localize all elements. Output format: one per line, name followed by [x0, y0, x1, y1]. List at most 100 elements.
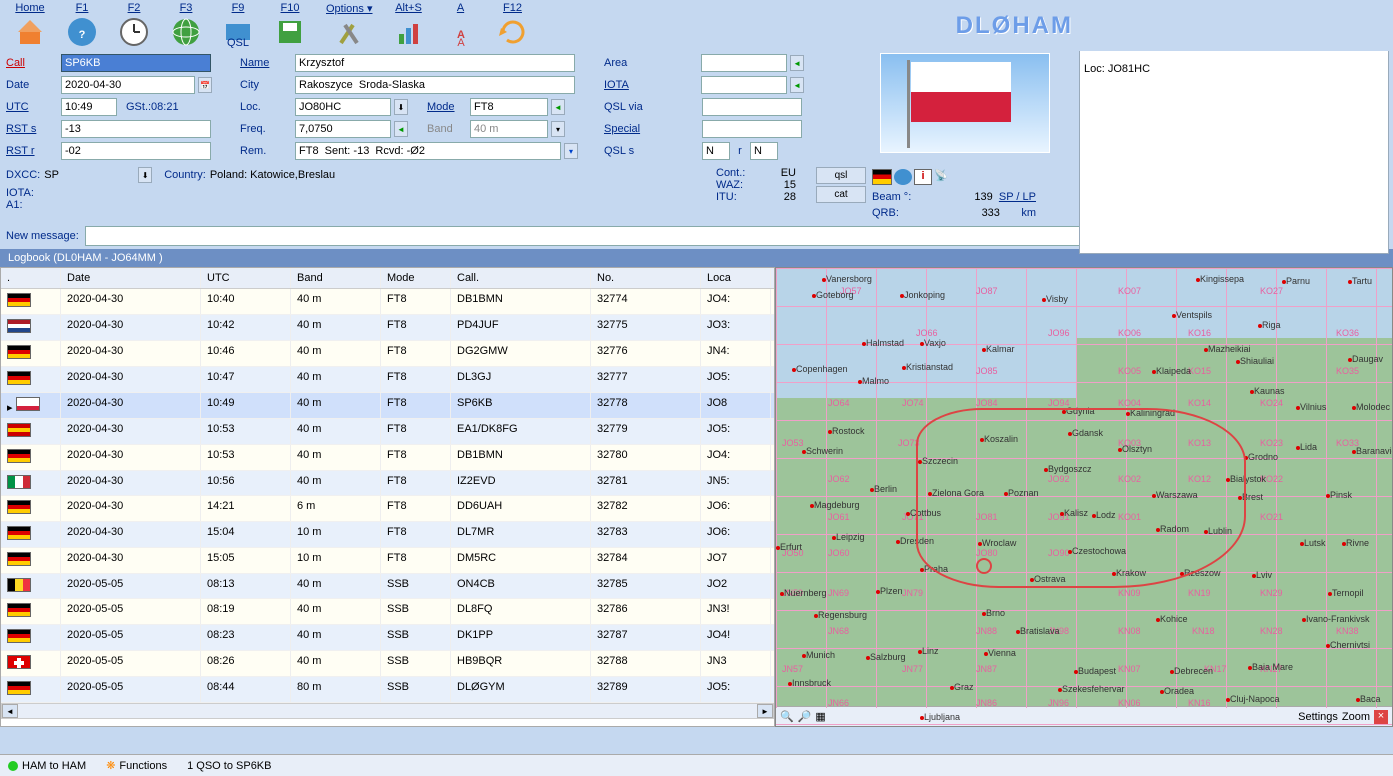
city-label: Riga [1262, 320, 1281, 330]
special-input[interactable] [702, 120, 802, 138]
globe-icon[interactable] [894, 169, 912, 185]
col-no[interactable]: No. [591, 268, 701, 288]
qsls-s-input[interactable] [702, 142, 730, 160]
rstr-input[interactable] [61, 142, 211, 160]
grid-label: KN38 [1336, 626, 1359, 636]
rem-input[interactable] [295, 142, 561, 160]
city-label: Vaxjo [924, 338, 946, 348]
sat-icon[interactable]: 📡 [934, 169, 952, 185]
functions-icon[interactable]: ❋ [106, 759, 115, 772]
table-row[interactable]: 2020-04-3010:5640 mFT8IZ2EVD32781JN5: [1, 471, 774, 496]
loc-input[interactable] [295, 98, 391, 116]
status-dot-icon [8, 761, 18, 771]
city-label: Szekesfehervar [1062, 684, 1125, 694]
col-utc[interactable]: UTC [201, 268, 291, 288]
table-row[interactable]: 2020-05-0508:2640 mSSBHB9BQR32788JN3 [1, 651, 774, 677]
date-input[interactable] [61, 76, 195, 94]
beam-val: 139 [974, 191, 992, 203]
qrb-unit: km [1021, 207, 1036, 219]
table-row[interactable]: 2020-05-0508:2340 mSSBDK1PP32787JO4! [1, 625, 774, 651]
map-panel[interactable]: 🔍 🔎 ▦ Settings Zoom × JO57JO87KO07KO27JO… [775, 267, 1393, 727]
qsl-button[interactable]: qsl [816, 167, 866, 184]
zoom-in-icon[interactable]: 🔎 [798, 710, 812, 723]
scroll-left-icon[interactable]: ◄ [2, 704, 18, 718]
qsls-r-input[interactable] [750, 142, 778, 160]
table-row[interactable]: 2020-04-3010:4740 mFT8DL3GJ32777JO5: [1, 367, 774, 393]
table-row[interactable]: ▸ 2020-04-3010:4940 mFT8SP6KB32778JO8 [1, 393, 774, 419]
col-call[interactable]: Call. [451, 268, 591, 288]
table-row[interactable]: 2020-05-0508:1340 mSSBON4CB32785JO2 [1, 574, 774, 599]
city-label: Goteborg [816, 290, 854, 300]
main-toolbar: HomeF1?F2F3F9QSLF10Options ▾Alt+SAAAF12D… [0, 0, 1393, 51]
city-label: Debrecen [1174, 666, 1213, 676]
toolbar-globe-button[interactable]: F3 [170, 2, 202, 48]
city-label: Klaipeda [1156, 366, 1191, 376]
band-drop-icon[interactable]: ▾ [551, 121, 565, 137]
grid-label: KO35 [1336, 366, 1359, 376]
dxcc-val: SP [44, 169, 134, 181]
iota-input[interactable] [701, 76, 787, 94]
grid-label: JO87 [976, 286, 998, 296]
table-row[interactable]: 2020-04-3015:0410 mFT8DL7MR32783JO6: [1, 522, 774, 548]
toolbar-refresh-button[interactable]: F12 [497, 2, 529, 48]
table-row[interactable]: 2020-04-3010:5340 mFT8EA1/DK8FG32779JO5: [1, 419, 774, 445]
sp-lp-link[interactable]: SP / LP [999, 191, 1036, 203]
table-row[interactable]: 2020-04-3010:4640 mFT8DG2GMW32776JN4: [1, 341, 774, 367]
rsts-input[interactable] [61, 120, 211, 138]
city-input[interactable] [295, 76, 575, 94]
col-band[interactable]: Band [291, 268, 381, 288]
date-picker-icon[interactable]: 📅 [198, 77, 212, 93]
area-drop-icon[interactable]: ◄ [790, 55, 804, 71]
area-input[interactable] [701, 54, 787, 72]
col-date[interactable]: Date [61, 268, 201, 288]
h-scrollbar[interactable]: ◄ ► [1, 703, 774, 719]
toolbar-chart-button[interactable]: Alt+S [393, 2, 425, 48]
toolbar-font-button[interactable]: AAA [445, 2, 477, 48]
table-row[interactable]: 2020-05-0508:1940 mSSBDL8FQ32786JN3! [1, 599, 774, 625]
toolbar-tools-button[interactable]: Options ▾ [326, 2, 373, 49]
status-func[interactable]: Functions [119, 760, 167, 772]
utc-input[interactable] [61, 98, 117, 116]
grid-label: KN16 [1188, 698, 1211, 708]
cat-button[interactable]: cat [816, 186, 866, 203]
toolbar-qsl-button[interactable]: F9QSL [222, 2, 254, 48]
col-flag[interactable]: . [1, 268, 61, 288]
mode-drop-icon[interactable]: ◄ [551, 99, 565, 115]
table-row[interactable]: 2020-04-3010:4240 mFT8PD4JUF32775JO3: [1, 315, 774, 341]
call-input[interactable] [61, 54, 211, 72]
toolbar-clock-button[interactable]: F2 [118, 2, 150, 48]
col-mode[interactable]: Mode [381, 268, 451, 288]
note-panel: qrz.com: Krzysztof (kris), Rakoszyce śro… [1079, 22, 1389, 254]
loc-drop-icon[interactable]: ⬇ [394, 99, 408, 115]
flag-de-icon[interactable] [872, 169, 892, 185]
table-row[interactable]: 2020-04-3014:216 mFT8DD6UAH32782JO6: [1, 496, 774, 522]
col-loc[interactable]: Loca [701, 268, 771, 288]
toolbar-home-button[interactable]: Home [14, 2, 46, 48]
table-row[interactable]: 2020-04-3010:5340 mFT8DB1BMN32780JO4: [1, 445, 774, 471]
dxcc-drop-icon[interactable]: ⬇ [138, 167, 152, 183]
qslvia-input[interactable] [702, 98, 802, 116]
zoom-out-icon[interactable]: 🔍 [780, 710, 794, 723]
scroll-right-icon[interactable]: ► [757, 704, 773, 718]
grid-label: KO15 [1188, 366, 1211, 376]
toolbar-help-button[interactable]: F1? [66, 2, 98, 48]
table-row[interactable]: 2020-04-3010:4040 mFT8DB1BMN32774JO4: [1, 289, 774, 315]
table-row[interactable]: 2020-05-0508:4480 mSSBDLØGYM32789JO5: [1, 677, 774, 703]
table-row[interactable]: 2020-04-3015:0510 mFT8DM5RC32784JO7 [1, 548, 774, 574]
info-icon[interactable]: i [914, 169, 932, 185]
rem-drop-icon[interactable]: ▾ [564, 143, 578, 159]
map-settings-link[interactable]: Settings [1298, 711, 1338, 723]
mode-input[interactable] [470, 98, 548, 116]
grid-label: KO27 [1260, 286, 1283, 296]
layers-icon[interactable]: ▦ [815, 710, 825, 723]
name-input[interactable] [295, 54, 575, 72]
toolbar-save-button[interactable]: F10 [274, 2, 306, 48]
lbl-band: Band [427, 123, 467, 135]
freq-input[interactable] [295, 120, 391, 138]
map-zoom-link[interactable]: Zoom [1342, 711, 1370, 723]
city-label: Oradea [1164, 686, 1194, 696]
iota-drop-icon[interactable]: ◄ [790, 77, 804, 93]
freq-drop-icon[interactable]: ◄ [394, 121, 408, 137]
city-label: Kristianstad [906, 362, 953, 372]
map-close-icon[interactable]: × [1374, 710, 1388, 724]
